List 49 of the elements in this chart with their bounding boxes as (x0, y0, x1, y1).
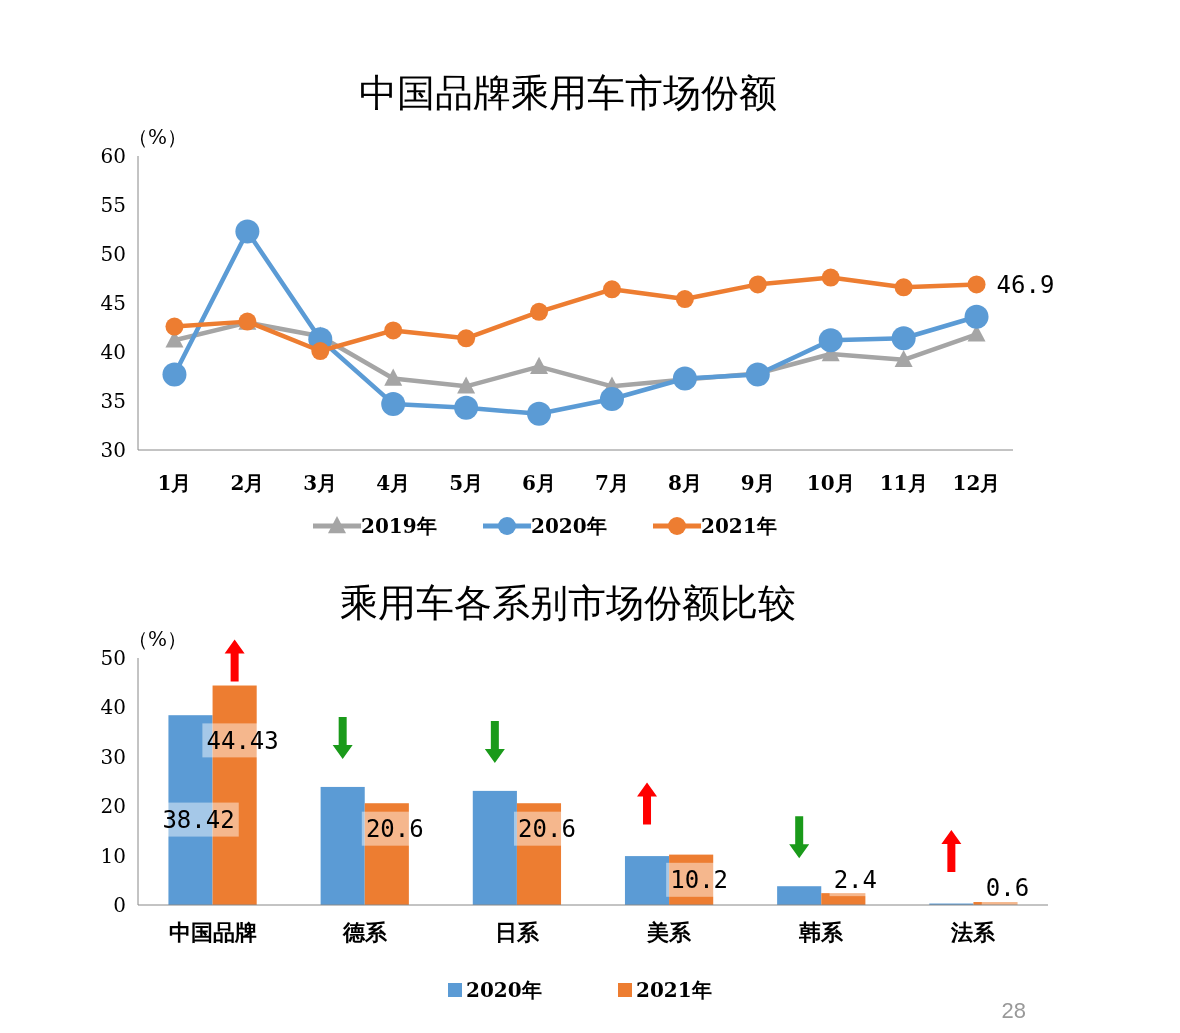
data-label: 20.6 (518, 815, 576, 844)
x-tick-label: 韩系 (798, 919, 845, 945)
data-label: 0.6 (985, 874, 1030, 903)
x-tick-label: 日系 (494, 919, 540, 945)
x-tick-label: 11月 (879, 471, 928, 495)
x-tick-label: 10月 (806, 471, 855, 495)
x-tick-label: 4月 (376, 471, 411, 495)
y-tick-label: 45 (100, 291, 126, 315)
data-label: 2.4 (833, 865, 878, 894)
x-tick-label: 中国品牌 (168, 919, 257, 945)
y-tick-label: 30 (100, 438, 126, 462)
y-tick-label: 60 (100, 144, 126, 168)
data-label: 38.42 (162, 805, 235, 834)
data-label: 46.9 (996, 270, 1055, 299)
y-tick-label: 50 (100, 242, 126, 266)
x-tick-label: 1月 (157, 471, 192, 495)
y-tick-label: 40 (100, 695, 126, 720)
legend-label: 2019年 (361, 514, 437, 538)
y-tick-label: 50 (100, 646, 126, 670)
text: 28 (1001, 998, 1026, 1023)
data-label: 10.2 (670, 866, 729, 895)
x-tick-label: 5月 (449, 471, 484, 495)
y-tick-label: 10 (100, 843, 126, 868)
y-tick-label: 35 (100, 389, 126, 413)
legend-label: 2020年 (466, 978, 542, 1002)
chart-title: 中国品牌乘用车市场份额 (359, 71, 777, 115)
data-label: 20.6 (365, 815, 424, 844)
y-axis-title: （%） (128, 627, 188, 651)
legend-label: 2021年 (701, 514, 777, 538)
x-tick-label: 美系 (646, 919, 693, 945)
x-tick-label: 8月 (667, 471, 702, 495)
x-tick-label: 12月 (952, 471, 1001, 495)
y-axis-title: （%） (128, 125, 188, 149)
y-tick-label: 40 (100, 340, 126, 364)
x-tick-label: 6月 (522, 471, 556, 495)
x-tick-label: 德系 (341, 919, 388, 945)
legend-label: 2021年 (636, 978, 712, 1002)
y-tick-label: 30 (100, 744, 126, 769)
x-tick-label: 7月 (595, 471, 629, 495)
y-tick-label: 55 (100, 193, 126, 217)
x-tick-label: 2月 (230, 471, 265, 495)
y-tick-label: 20 (100, 794, 126, 819)
y-tick-label: 0 (113, 893, 126, 917)
x-tick-label: 法系 (950, 919, 997, 945)
legend-label: 2020年 (531, 514, 607, 538)
x-tick-label: 9月 (740, 471, 775, 495)
data-label: 44.43 (206, 726, 279, 755)
x-tick-label: 3月 (303, 471, 338, 495)
chart-title: 乘用车各系别市场份额比较 (340, 581, 796, 625)
